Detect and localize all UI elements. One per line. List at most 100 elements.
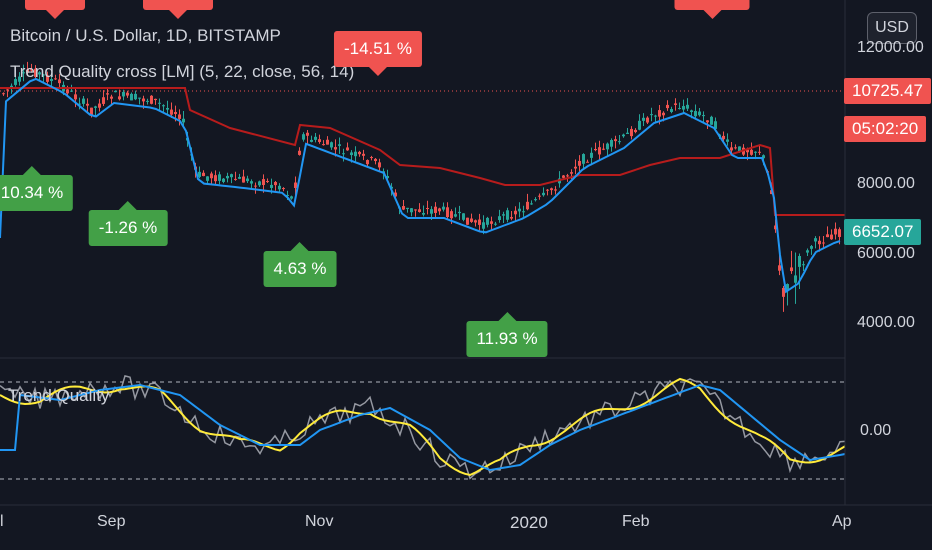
candle-body xyxy=(90,107,93,115)
candle-body xyxy=(182,118,185,123)
sell-signal-label: -14.51 % xyxy=(333,31,423,76)
candle-body xyxy=(838,229,841,237)
candle-body xyxy=(98,103,101,108)
candle-body xyxy=(134,93,137,100)
trend-line-slow xyxy=(0,87,845,216)
candle-body xyxy=(26,69,29,73)
candle-body xyxy=(762,155,765,159)
candle-body xyxy=(350,152,353,156)
candle-body xyxy=(486,217,489,225)
signal-text: -1.26 % xyxy=(98,218,158,237)
candle-body xyxy=(814,238,817,242)
candle-body xyxy=(650,114,653,116)
candle-body xyxy=(258,181,261,186)
candle-body xyxy=(230,174,233,178)
candle-body xyxy=(114,90,117,93)
candle-body xyxy=(570,172,573,174)
up-arrow-icon xyxy=(498,312,516,321)
candle-body xyxy=(658,110,661,117)
time-tick-apr: Ap xyxy=(832,513,852,530)
time-tick-2020: 2020 xyxy=(510,513,548,532)
buy-signal-label: 10.34 % xyxy=(0,166,74,211)
candle-body xyxy=(66,89,69,94)
candle-body xyxy=(58,79,61,84)
candle-body xyxy=(622,134,625,137)
candle-body xyxy=(654,115,657,117)
countdown-tag: 05:02:20 xyxy=(844,116,927,142)
candle-body xyxy=(510,217,513,219)
candle-body xyxy=(698,111,701,116)
price-tick-6000: 6000.00 xyxy=(857,245,915,262)
down-arrow-icon xyxy=(368,67,387,76)
candle-body xyxy=(282,188,285,190)
candle-body xyxy=(474,220,477,223)
candle-body xyxy=(642,117,645,121)
candle-body xyxy=(618,141,621,143)
candle-body xyxy=(586,161,589,163)
candle-body xyxy=(790,267,793,272)
sell-signal-label-partial xyxy=(143,0,213,19)
candle-body xyxy=(546,189,549,191)
oscillator-raw-line xyxy=(0,374,846,480)
price-tick-8000: 8000.00 xyxy=(857,175,915,192)
candle-body xyxy=(518,208,521,212)
candle-body xyxy=(714,121,717,129)
up-arrow-icon xyxy=(291,242,309,251)
candle-body xyxy=(234,178,237,180)
down-arrow-icon xyxy=(169,10,187,19)
candle-body xyxy=(198,171,201,177)
candle-body xyxy=(394,192,397,197)
buy-signal-label: 4.63 % xyxy=(263,242,337,287)
candle-body xyxy=(562,175,565,178)
candle-body xyxy=(18,76,21,82)
candle-body xyxy=(730,147,733,151)
candle-body xyxy=(42,74,45,76)
candle-body xyxy=(310,139,313,142)
candle-body xyxy=(154,98,157,101)
candle-body xyxy=(290,196,293,199)
candle-body xyxy=(142,98,145,102)
candle-body xyxy=(150,95,153,104)
candle-body xyxy=(574,166,577,169)
candle-body xyxy=(614,139,617,142)
candle-body xyxy=(158,102,161,104)
candle-body xyxy=(646,117,649,123)
signal-text: -14.51 % xyxy=(343,39,413,58)
candle-body xyxy=(674,103,677,105)
candle-body xyxy=(794,275,797,283)
candle-body xyxy=(330,142,333,148)
price-tick-4000: 4000.00 xyxy=(857,314,915,331)
candle-body xyxy=(122,92,125,97)
candle-body xyxy=(106,93,109,95)
candle-body xyxy=(78,103,81,105)
candle-body xyxy=(210,173,213,179)
candle-body xyxy=(334,147,337,150)
candle-body xyxy=(354,151,357,157)
candle-body xyxy=(706,120,709,123)
candle-body xyxy=(594,148,597,151)
candle-body xyxy=(666,104,669,109)
candle-body xyxy=(22,72,25,74)
candle-body xyxy=(754,151,757,153)
candle-body xyxy=(306,132,309,136)
candle-body xyxy=(74,94,77,100)
candle-body xyxy=(542,192,545,196)
candle-body xyxy=(606,143,609,150)
candle-body xyxy=(294,182,297,188)
currency-button[interactable]: USD xyxy=(867,12,917,44)
candle-body xyxy=(726,139,729,142)
candle-body xyxy=(450,211,453,219)
candle-body xyxy=(218,174,221,181)
candle-body xyxy=(746,149,749,153)
buy-signal-label: 11.93 % xyxy=(466,312,548,357)
symbol-title: Bitcoin / U.S. Dollar, 1D, BITSTAMP xyxy=(10,26,281,45)
sell-signal-label-partial xyxy=(674,0,750,19)
candle-body xyxy=(550,188,553,191)
signal-text: 11.93 % xyxy=(476,329,538,348)
oscillator-label: Trend Quality xyxy=(8,386,110,405)
candle-body xyxy=(462,213,465,220)
candle-body xyxy=(802,264,805,266)
candle-body xyxy=(162,105,165,107)
candle-body xyxy=(554,189,557,191)
